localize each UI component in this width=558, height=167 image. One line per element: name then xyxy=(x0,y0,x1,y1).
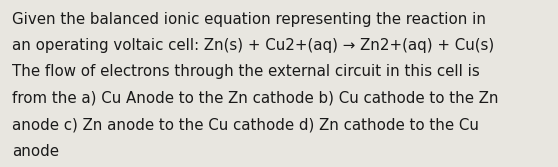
Text: anode c) Zn anode to the Cu cathode d) Zn cathode to the Cu: anode c) Zn anode to the Cu cathode d) Z… xyxy=(12,117,479,132)
Text: from the a) Cu Anode to the Zn cathode b) Cu cathode to the Zn: from the a) Cu Anode to the Zn cathode b… xyxy=(12,91,499,106)
Text: an operating voltaic cell: Zn(s) + Cu2+(aq) → Zn2+(aq) + Cu(s): an operating voltaic cell: Zn(s) + Cu2+(… xyxy=(12,38,494,53)
Text: anode: anode xyxy=(12,144,59,159)
Text: The flow of electrons through the external circuit in this cell is: The flow of electrons through the extern… xyxy=(12,64,480,79)
Text: Given the balanced ionic equation representing the reaction in: Given the balanced ionic equation repres… xyxy=(12,12,486,27)
